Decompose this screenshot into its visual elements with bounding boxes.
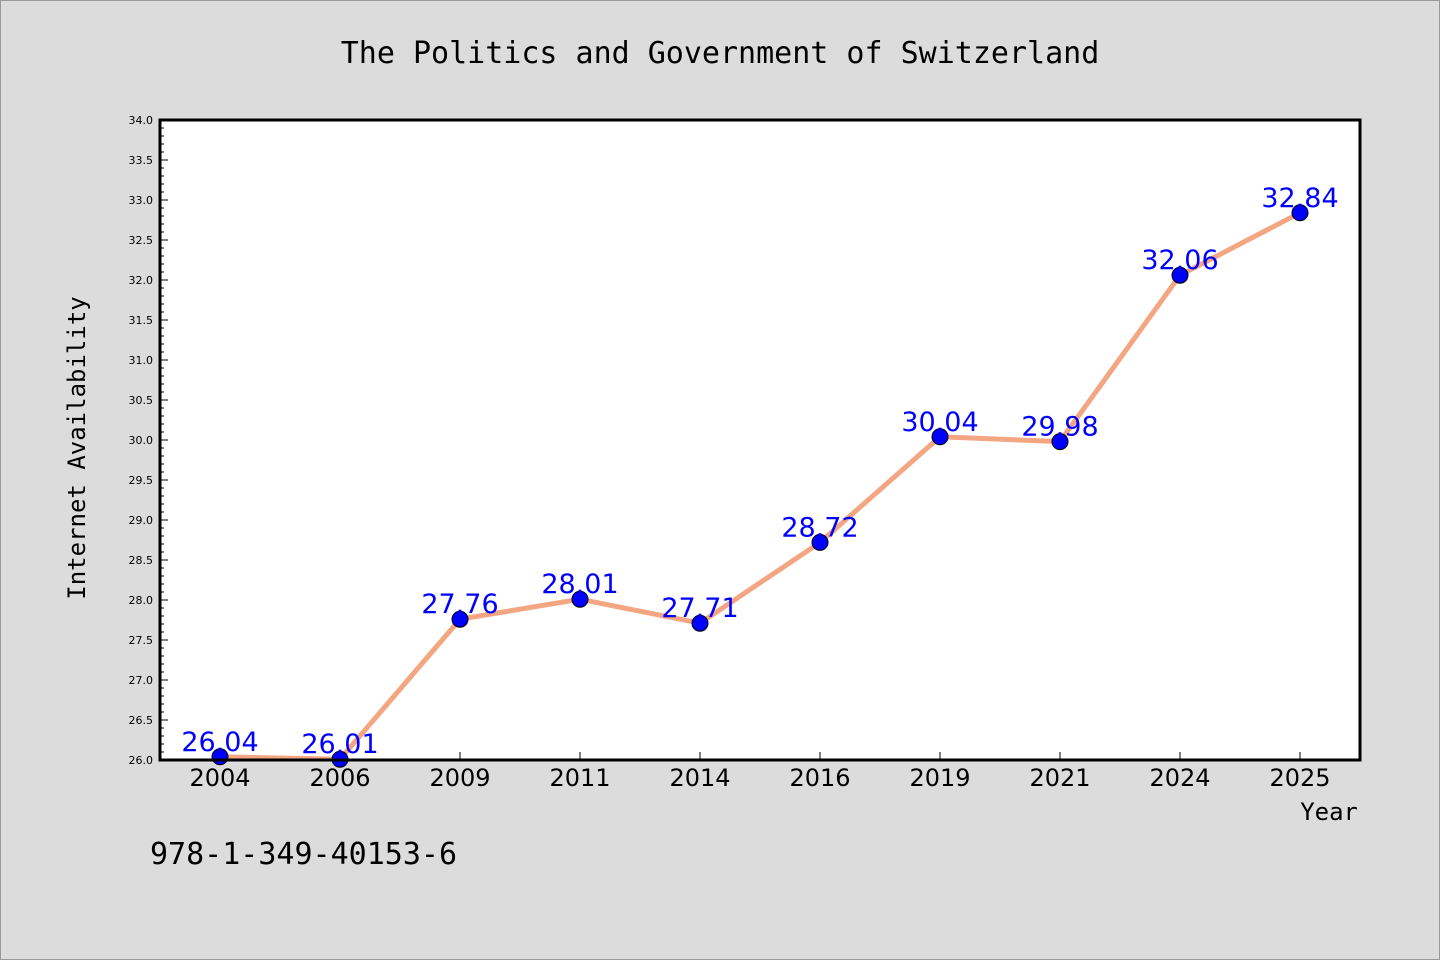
data-point-marker [1171, 266, 1189, 284]
data-label: 32.84 [1261, 183, 1338, 214]
data-label: 26.04 [181, 727, 258, 758]
y-tick-label: 29.5 [129, 474, 154, 487]
y-axis-label: Internet Availability [63, 296, 91, 599]
y-tick-label: 26.5 [129, 714, 154, 727]
data-point-marker [811, 533, 829, 551]
y-tick-label: 33.0 [129, 194, 154, 207]
y-tick-label: 30.0 [129, 434, 154, 447]
chart-title: The Politics and Government of Switzerla… [341, 36, 1100, 71]
y-tick-label: 33.5 [129, 154, 154, 167]
x-tick-label: 2025 [1269, 764, 1330, 792]
y-tick-label: 32.5 [129, 234, 154, 247]
series-layer [211, 204, 1309, 768]
y-tick-label: 31.0 [129, 354, 154, 367]
plot-border [158, 118, 1362, 762]
y-tick-label: 34.0 [129, 114, 154, 127]
y-tick-label: 27.0 [129, 674, 154, 687]
data-label-layer: 26.04 26.01 27.76 28.01 27.71 28.72 30.04 29.98… [181, 183, 1338, 760]
data-label: 30.04 [901, 407, 978, 438]
x-tick-label: 2024 [1149, 764, 1210, 792]
x-tick-label: 2014 [669, 764, 730, 792]
data-point-marker [451, 610, 469, 628]
y-tick-label: 29.0 [129, 514, 154, 527]
x-tick-label: 2021 [1029, 764, 1090, 792]
x-axis-label: Year [1300, 798, 1358, 826]
x-tick-label: 2006 [309, 764, 370, 792]
y-tick-label: 30.5 [129, 394, 154, 407]
y-tick-label: 32.0 [129, 274, 154, 287]
data-label: 27.76 [421, 589, 498, 620]
data-label: 29.98 [1021, 412, 1098, 443]
data-point-marker [571, 590, 589, 608]
x-tick-label: 2011 [549, 764, 610, 792]
data-label: 26.01 [301, 729, 378, 760]
plot-area [160, 120, 1360, 760]
y-tick-label: 27.5 [129, 634, 154, 647]
data-point-marker [1051, 433, 1069, 451]
y-tick-label: 28.5 [129, 554, 154, 567]
x-tick-label: 2016 [789, 764, 850, 792]
x-tick-label: 2019 [909, 764, 970, 792]
data-label: 27.71 [661, 593, 738, 624]
y-tick-label: 26.0 [129, 754, 154, 767]
data-label: 28.01 [541, 569, 618, 600]
x-axis: 2004 2006 2009 2011 2014 2016 2019 2021 2024 2025 [189, 752, 1331, 792]
data-point-marker [1291, 204, 1309, 222]
y-tick-label: 31.5 [129, 314, 154, 327]
data-label: 28.72 [781, 512, 858, 543]
x-tick-label: 2004 [189, 764, 250, 792]
x-tick-label: 2009 [429, 764, 490, 792]
data-point-marker [931, 428, 949, 446]
y-tick-label: 28.0 [129, 594, 154, 607]
series-line [217, 210, 1303, 762]
data-point-marker [691, 614, 709, 632]
isbn-text: 978-1-349-40153-6 [150, 837, 457, 872]
data-label: 32.06 [1141, 245, 1218, 276]
